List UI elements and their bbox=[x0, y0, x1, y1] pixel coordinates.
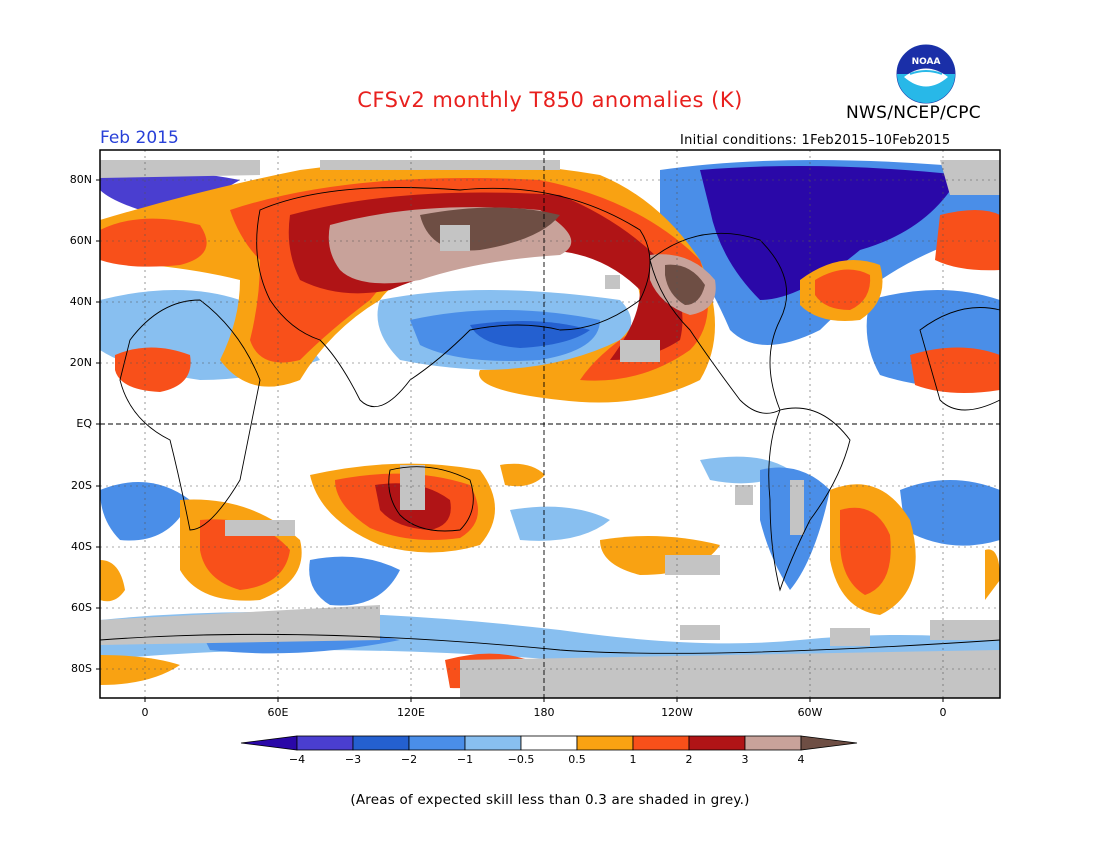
lon-label: 120E bbox=[397, 706, 425, 719]
axis-ticks bbox=[96, 179, 944, 702]
skill-footnote: (Areas of expected skill less than 0.3 a… bbox=[350, 792, 750, 808]
map-field bbox=[100, 150, 1000, 698]
colorbar-label: −2 bbox=[400, 753, 418, 766]
colorbar-segment bbox=[632, 735, 690, 751]
lon-label: 0 bbox=[141, 706, 149, 719]
colorbar-label: 1 bbox=[629, 753, 637, 766]
colorbar-label: 2 bbox=[685, 753, 693, 766]
agency-label: NWS/NCEP/CPC bbox=[846, 103, 981, 123]
colorbar-segment bbox=[464, 735, 522, 751]
lat-label: 60S bbox=[71, 601, 92, 614]
colorbar-label: −0.5 bbox=[507, 753, 535, 766]
colorbar-label: −1 bbox=[456, 753, 474, 766]
map-title: CFSv2 monthly T850 anomalies (K) bbox=[357, 88, 743, 112]
colorbar-label: −3 bbox=[344, 753, 362, 766]
equator-dateline bbox=[100, 150, 1000, 698]
noaa-logo: NOAA bbox=[896, 44, 956, 104]
lat-label: 80S bbox=[71, 662, 92, 675]
logo-text: NOAA bbox=[912, 57, 941, 67]
initial-conditions: Initial conditions: 1Feb2015–10Feb2015 bbox=[680, 133, 951, 148]
lat-label: 40S bbox=[71, 540, 92, 553]
colorbar-segment bbox=[744, 735, 802, 751]
lat-label: 20N bbox=[69, 356, 92, 369]
lat-label: 80N bbox=[69, 173, 92, 186]
colorbar-label: −4 bbox=[288, 753, 306, 766]
lon-label: 120W bbox=[661, 706, 693, 719]
colorbar-segment bbox=[240, 735, 298, 751]
lat-label: 20S bbox=[71, 479, 92, 492]
lat-label: 60N bbox=[69, 234, 92, 247]
colorbar-segment bbox=[688, 735, 746, 751]
colorbar-segment bbox=[800, 735, 858, 751]
colorbar-segment bbox=[408, 735, 466, 751]
anomaly-map bbox=[96, 149, 1001, 702]
lon-label: 0 bbox=[939, 706, 947, 719]
colorbar-segment bbox=[296, 735, 354, 751]
colorbar-label: 3 bbox=[741, 753, 749, 766]
colorbar bbox=[240, 735, 858, 751]
graticule bbox=[100, 150, 1000, 698]
lat-label: EQ bbox=[76, 417, 92, 430]
colorbar-label: 4 bbox=[797, 753, 805, 766]
forecast-month: Feb 2015 bbox=[100, 128, 179, 148]
colorbar-segment bbox=[520, 735, 578, 751]
colorbar-segment bbox=[352, 735, 410, 751]
lon-label: 60E bbox=[267, 706, 289, 719]
colorbar-label: 0.5 bbox=[568, 753, 586, 766]
lat-label: 40N bbox=[69, 295, 92, 308]
lon-label: 60W bbox=[797, 706, 823, 719]
colorbar-segment bbox=[576, 735, 634, 751]
lon-label: 180 bbox=[533, 706, 555, 719]
